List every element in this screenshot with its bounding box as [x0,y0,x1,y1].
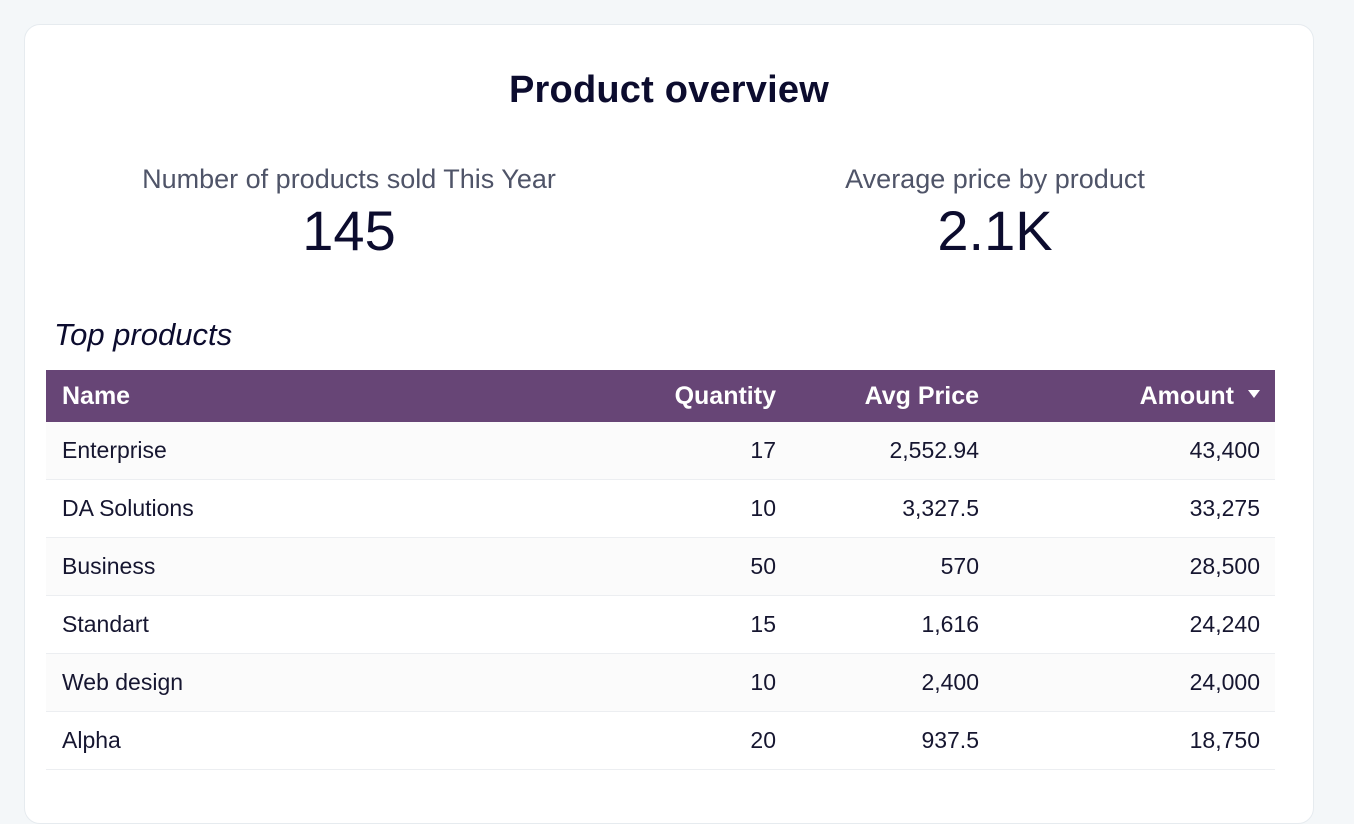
kpi-value: 145 [302,199,396,262]
kpi-label: Average price by product [845,164,1145,194]
cell-amount: 43,400 [1189,437,1260,463]
cell-amount: 24,000 [1189,669,1260,695]
cell-avg-price: 570 [940,553,979,579]
table-row[interactable]: Business 50 570 28,500 [46,538,1275,596]
table-row[interactable]: DA Solutions 10 3,327.5 33,275 [46,480,1275,538]
cell-amount: 33,275 [1189,495,1260,521]
table-title: Top products [54,317,233,352]
cell-amount: 28,500 [1189,553,1260,579]
column-header-quantity[interactable]: Quantity [674,381,776,410]
cell-name: Web design [62,669,184,695]
product-overview-card: Product overview Number of products sold… [24,24,1314,824]
cell-quantity: 17 [750,437,776,463]
cell-avg-price: 937.5 [921,727,979,753]
cell-avg-price: 2,400 [921,669,979,695]
column-header-amount-label: Amount [1139,381,1234,410]
cell-quantity: 10 [750,495,776,521]
kpi-value: 2.1K [937,199,1053,262]
table-row[interactable]: Enterprise 17 2,552.94 43,400 [46,422,1275,480]
cell-amount: 24,240 [1189,611,1260,637]
cell-quantity: 15 [750,611,776,637]
kpi-products-sold: Number of products sold This Year 145 [123,163,575,263]
table-body: Enterprise 17 2,552.94 43,400 DA Solutions 10… [46,422,1275,770]
cell-name: DA Solutions [62,495,194,521]
cell-quantity: 20 [750,727,776,753]
table-row[interactable]: Alpha 20 937.5 18,750 [46,712,1275,770]
kpi-average-price: Average price by product 2.1K [825,163,1165,263]
cell-name: Enterprise [62,437,167,463]
cell-name: Standart [62,611,149,637]
cell-avg-price: 2,552.94 [889,437,979,463]
table-row[interactable]: Web design 10 2,400 24,000 [46,654,1275,712]
top-products-table: Name Quantity Avg Price Amount Enterpris… [46,370,1275,770]
page-title: Product overview [509,69,829,111]
cell-avg-price: 3,327.5 [902,495,979,521]
cell-amount: 18,750 [1189,727,1260,753]
cell-name: Alpha [62,727,121,753]
cell-avg-price: 1,616 [921,611,979,637]
table-header: Name Quantity Avg Price Amount [46,370,1275,422]
cell-name: Business [62,553,156,579]
column-header-amount[interactable]: Amount [979,382,1260,411]
cell-quantity: 50 [750,553,776,579]
kpi-label: Number of products sold This Year [142,164,556,194]
cell-quantity: 10 [750,669,776,695]
column-header-avg-price[interactable]: Avg Price [864,381,979,410]
table-row[interactable]: Standart 15 1,616 24,240 [46,596,1275,654]
caret-down-icon[interactable] [1248,389,1260,398]
column-header-name[interactable]: Name [62,381,131,410]
